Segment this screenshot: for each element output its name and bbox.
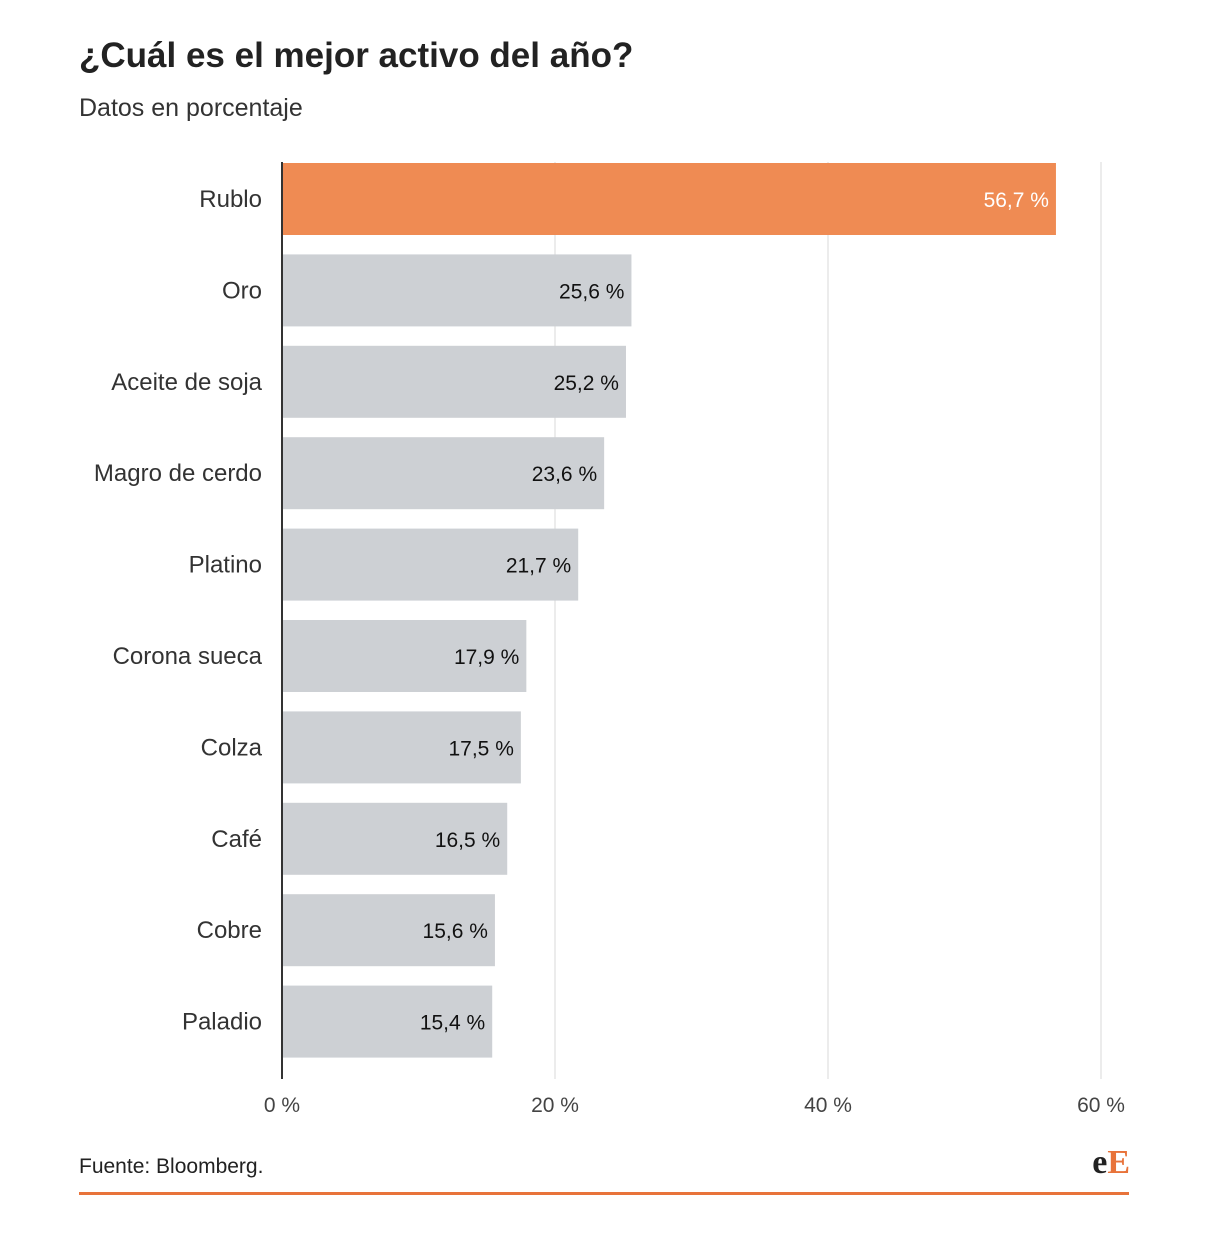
bar	[282, 528, 579, 601]
logo-e: e	[1092, 1144, 1108, 1181]
category-label: Magro de cerdo	[94, 460, 262, 487]
bar	[282, 802, 508, 875]
bar	[282, 163, 1056, 235]
data-label: 25,6 %	[559, 280, 624, 303]
data-label: 21,7 %	[506, 555, 571, 578]
category-label: Colza	[201, 734, 263, 761]
category-label: Oro	[222, 277, 262, 304]
brand-logo: eE	[1092, 1144, 1130, 1182]
category-label: Rublo	[199, 186, 262, 213]
x-tick-label: 40 %	[804, 1094, 852, 1117]
category-label: Café	[211, 826, 262, 853]
value-labels: 56,7 % 25,6 % 25,2 % 23,6 % 21,7 % 17,9 % 17,5…	[420, 189, 1049, 1035]
category-label: Aceite de soja	[111, 369, 262, 396]
category-label: Paladio	[182, 1009, 262, 1036]
category-labels: Rublo Oro Aceite de soja Magro de cerdo Plat…	[94, 186, 263, 1036]
bar	[282, 345, 626, 418]
footer-rule	[79, 1192, 1129, 1195]
x-tick-label: 60 %	[1077, 1094, 1125, 1117]
bar	[282, 254, 632, 327]
data-label: 56,7 %	[984, 189, 1049, 212]
logo-E: E	[1107, 1144, 1130, 1181]
category-label: Corona sueca	[113, 643, 263, 670]
bar-chart: Rublo Oro Aceite de soja Magro de cerdo Plat…	[94, 162, 1125, 1117]
x-tick-label: 20 %	[531, 1094, 579, 1117]
bar	[282, 985, 493, 1058]
x-axis-tick-labels: 0 % 20 % 40 % 60 %	[264, 1094, 1125, 1117]
category-label: Cobre	[197, 917, 262, 944]
chart-title: ¿Cuál es el mejor activo del año?	[79, 36, 634, 75]
bar	[282, 620, 527, 692]
data-label: 16,5 %	[435, 829, 500, 852]
data-label: 25,2 %	[554, 372, 619, 395]
bar	[282, 894, 495, 967]
data-label: 15,4 %	[420, 1012, 485, 1035]
gridlines	[554, 162, 1102, 1079]
data-label: 15,6 %	[423, 920, 488, 943]
bars	[282, 163, 1056, 1058]
x-tick-label: 0 %	[264, 1094, 300, 1117]
category-label: Platino	[189, 552, 262, 579]
data-label: 23,6 %	[532, 463, 597, 486]
chart-subtitle: Datos en porcentaje	[79, 94, 303, 122]
bar	[282, 711, 521, 784]
data-label: 17,5 %	[448, 737, 513, 760]
data-label: 17,9 %	[454, 646, 519, 669]
source-note: Fuente: Bloomberg.	[79, 1155, 264, 1178]
bar	[282, 437, 605, 510]
